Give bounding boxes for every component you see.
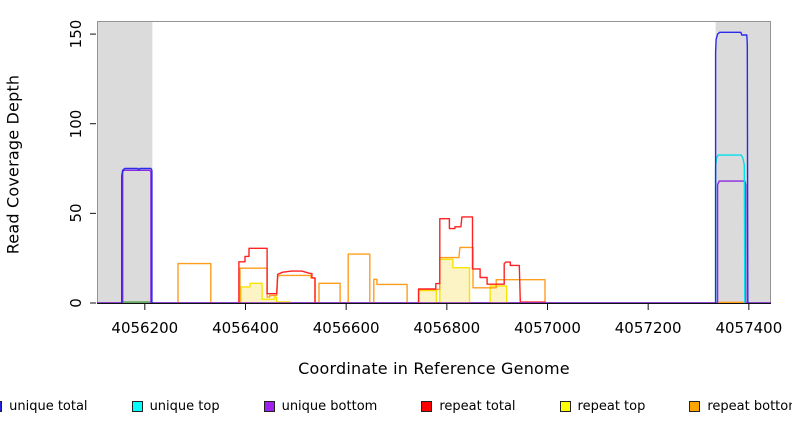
legend-label: unique bottom xyxy=(281,399,378,414)
legend-item-unique-top: unique top xyxy=(131,399,220,414)
series-repeat-bottom xyxy=(347,253,371,303)
series-repeat-bottom xyxy=(177,262,212,303)
legend-label: repeat total xyxy=(439,399,516,414)
y-tick-label: 50 xyxy=(67,203,85,223)
legend-item-unique-total: unique total xyxy=(0,399,88,414)
series-repeat-top xyxy=(439,258,471,304)
y-tick-label: 150 xyxy=(67,19,85,49)
series-repeat-total xyxy=(417,216,546,303)
unique-total-swatch-icon xyxy=(0,401,3,412)
y-tick-label: 100 xyxy=(67,109,85,139)
left-gray-band xyxy=(97,21,153,303)
legend: unique total unique top unique bottom re… xyxy=(0,399,792,414)
series-repeat-top xyxy=(489,285,508,304)
x-tick-label: 4056600 xyxy=(312,319,380,337)
repeat-top-swatch-icon xyxy=(559,401,571,412)
legend-item-repeat-top: repeat top xyxy=(559,399,646,414)
x-tick-label: 4056200 xyxy=(111,319,179,337)
series-repeat-top xyxy=(417,289,437,304)
x-tick-label: 4056800 xyxy=(413,319,481,337)
repeat-bottom-swatch-icon xyxy=(689,401,701,412)
y-tick-label: 0 xyxy=(67,298,85,308)
series-unique-total xyxy=(714,31,749,304)
legend-item-unique-bottom: unique bottom xyxy=(263,399,378,414)
series-unique-total xyxy=(120,167,153,303)
legend-label: repeat top xyxy=(577,399,646,414)
x-tick-label: 4057000 xyxy=(514,319,581,337)
unique-bottom-swatch-icon xyxy=(263,401,275,412)
repeat-total-swatch-icon xyxy=(421,401,433,412)
series-unique-bottom xyxy=(97,169,771,304)
unique-top-swatch-icon xyxy=(131,401,143,412)
x-tick-label: 4057400 xyxy=(715,319,783,337)
legend-label: unique total xyxy=(9,399,88,414)
x-tick-label: 4057200 xyxy=(614,319,682,337)
series-repeat-bottom xyxy=(373,278,408,303)
legend-item-repeat-bottom: repeat bottom xyxy=(689,399,792,414)
legend-label: unique top xyxy=(149,399,220,414)
series-repeat-bottom xyxy=(417,246,546,303)
plot-border xyxy=(97,21,771,303)
series-repeat-bottom xyxy=(318,282,341,303)
series-repeat-total xyxy=(238,247,316,303)
legend-label: repeat bottom xyxy=(707,399,792,414)
legend-item-repeat-total: repeat total xyxy=(421,399,516,414)
x-tick-label: 4056400 xyxy=(212,319,279,337)
y-axis-label: Read Coverage Depth xyxy=(3,74,23,255)
x-axis-label: Coordinate in Reference Genome xyxy=(298,359,570,378)
series-repeat-top xyxy=(240,282,291,304)
